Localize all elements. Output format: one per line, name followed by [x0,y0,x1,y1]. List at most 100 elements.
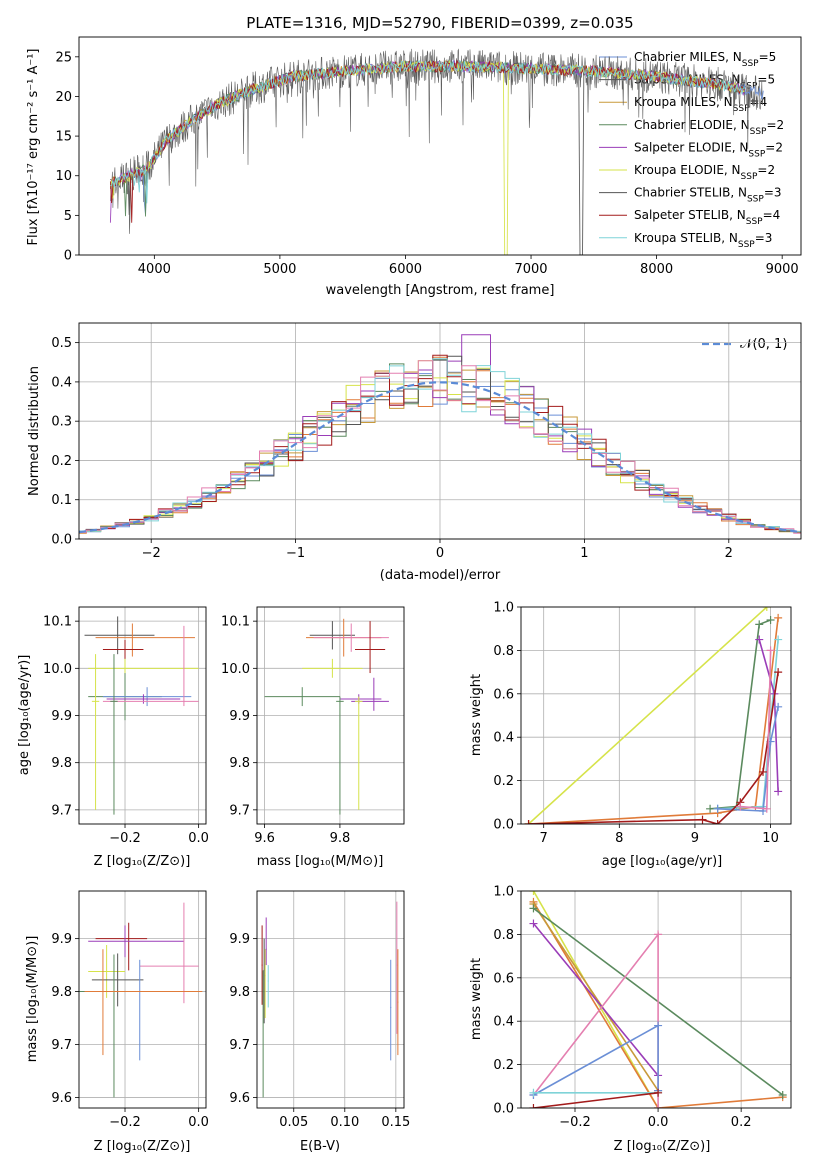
mass-weight-marker [654,1104,663,1108]
x-tick-label: 7 [540,831,548,846]
legend-subscript: SSP [742,59,759,69]
residuals-frame [78,322,802,540]
mass-vs-Z-xlabel: Z [log₁₀(Z/Z⊙)] [94,1139,191,1154]
weight-vs-Z-plot-area [521,890,791,1109]
spectrum-series-line [109,59,745,223]
age-vs-Z-plot-area [79,607,206,824]
normal-curve [79,381,799,534]
age-vs-Z-marks [84,616,199,815]
weight-vs-age-plot-area [521,606,791,825]
mass-vs-EBV-marks [261,901,399,1098]
mass-weight-marker [755,635,764,644]
mass-weight-line [528,607,768,824]
mass-vs-Z-frame [78,890,207,1109]
mass-weight-marker [774,702,783,711]
residuals-plot-area [79,323,801,540]
mass-vs-Z-panel: Z [log₁₀(Z/Z⊙)] mass [log₁₀(M/M⊙)] −0.2 0… [25,890,209,1154]
legend-subscript: SSP [741,172,758,182]
legend-subscript: SSP [738,240,755,250]
mass-weight-line [533,1024,659,1096]
spectrum-series-line [110,59,745,255]
age-vs-Z-ticks: −0.2 0.0 9.7 9.8 9.9 10.0 10.1 [43,615,209,846]
age-vs-mass-frame [256,606,405,825]
mass-weight-line [710,619,771,810]
y-tick-label: 0.3 [51,415,72,430]
mass-weight-marker [762,607,771,611]
y-tick-label: 10 [55,169,72,184]
weight-vs-Z-marks [529,891,787,1108]
legend-label: Salpeter ELODIE, NSSP=2 [634,140,783,159]
age-vs-Z-panel: Z [log₁₀(Z/Z⊙)] age [log₁₀(age/yr)] −0.2… [17,606,209,869]
mass-vs-Z-plot-area [79,891,206,1108]
mass-vs-Z-marks [79,902,203,1098]
spectrum-title: PLATE=1316, MJD=52790, FIBERID=0399, z=0… [246,14,633,32]
y-tick-label: 10.0 [221,662,250,677]
x-tick-label: 1 [580,546,588,561]
spectrum-ylabel: Flux [fλ10⁻¹⁷ erg cm⁻² s⁻¹ A⁻¹] [26,49,41,246]
y-tick-label: 0 [64,249,72,264]
mass-vs-EBV-xlabel: E(B-V) [300,1139,340,1154]
mass-weight-marker [529,904,538,913]
mass-weight-line [533,1092,659,1108]
y-tick-label: 20 [55,90,72,105]
y-tick-label: 9.6 [229,1091,250,1106]
y-tick-label: 0.1 [51,493,72,508]
x-tick-label: 9 [691,831,699,846]
residuals-panel: (data-model)/error Normed distribution 𝒩… [27,322,802,583]
y-tick-label: 0.6 [493,971,514,986]
y-tick-label: 15 [55,130,72,145]
x-tick-label: 0.05 [279,1115,308,1130]
legend-label: Chabrier STELIB, NSSP=3 [634,186,782,205]
spectrum-ticks: 4000 5000 6000 7000 8000 9000 0 5 10 15 20 25 [55,50,798,277]
x-tick-label: 2 [725,546,733,561]
legend-subscript: SSP [748,149,765,159]
mass-weight-marker [755,620,764,629]
residuals-legend: 𝒩(0, 1) [702,337,787,352]
mass-weight-marker [736,802,745,811]
x-tick-label: −0.2 [109,831,141,846]
mass-vs-EBV-panel: E(B-V) 0.05 0.10 0.15 9.6 9.7 9.8 9.9 [229,890,410,1154]
x-tick-label: 8 [615,831,623,846]
mass-weight-marker [529,1104,538,1108]
mass-weight-marker [654,1021,663,1030]
x-tick-label: 8000 [640,262,673,277]
weight-vs-age-ticks: 7 8 9 10 0.0 0.2 0.4 0.6 0.8 1.0 [493,601,779,847]
mass-vs-EBV-ticks: 0.05 0.10 0.15 9.6 9.7 9.8 9.9 [229,932,410,1130]
weight-vs-age-ylabel: mass weight [469,674,484,756]
weight-vs-age-xlabel: age [log₁₀(age/yr)] [602,854,723,869]
x-tick-label: 0.10 [330,1115,359,1130]
y-tick-label: 0.0 [493,818,514,833]
age-vs-Z-xlabel: Z [log₁₀(Z/Z⊙)] [94,854,191,869]
y-tick-label: 9.9 [229,932,250,947]
spectrum-series-line [109,59,745,255]
age-vs-mass-panel: mass [log₁₀(M/M⊙)] 9.6 9.8 9.7 9.8 9.9 10.0 10… [221,606,405,869]
y-tick-label: 9.7 [51,803,72,818]
x-tick-label: 5000 [263,262,296,277]
y-tick-label: 10.1 [221,615,250,630]
x-tick-label: 9.8 [330,831,351,846]
y-tick-label: 0.0 [493,1102,514,1117]
y-tick-label: 9.7 [51,1038,72,1053]
mass-weight-line [532,901,783,1108]
age-vs-mass-marks [264,618,389,815]
legend-label: Kroupa ELODIE, NSSP=2 [634,163,775,182]
y-tick-label: 0.2 [51,454,72,469]
y-tick-label: 9.8 [229,985,250,1000]
x-tick-label: 0.0 [188,831,209,846]
spectrum-frame [78,36,802,256]
x-tick-label: −2 [142,546,161,561]
legend-label: Chabrier ELODIE, NSSP=2 [634,118,784,137]
legend-subscript: SSP [747,195,764,205]
y-tick-label: 0.8 [493,644,514,659]
age-vs-mass-plot-area [257,607,404,824]
y-tick-label: 25 [55,50,72,65]
mass-weight-marker [759,767,768,776]
mass-weight-line [532,903,659,1092]
mass-weight-marker [713,820,722,824]
x-tick-label: 9.6 [254,831,275,846]
y-tick-label: 0.0 [51,533,72,548]
x-tick-label: 10 [762,831,779,846]
mass-weight-marker [529,891,538,895]
spectrum-plot-area [109,48,764,255]
